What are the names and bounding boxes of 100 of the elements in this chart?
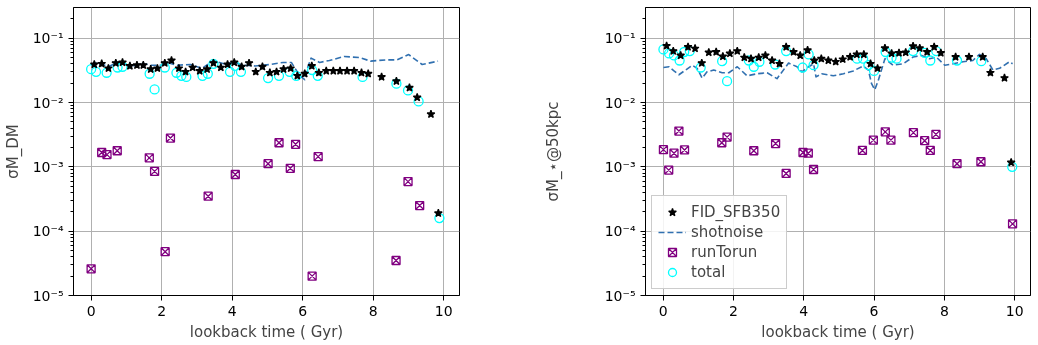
point — [798, 147, 808, 158]
point — [413, 96, 424, 107]
point — [251, 67, 261, 76]
y-tick-label: 10⁻⁵ — [604, 287, 636, 304]
point — [111, 58, 121, 67]
point — [976, 55, 987, 67]
point — [795, 50, 805, 60]
point — [808, 164, 819, 175]
point — [357, 68, 366, 77]
point — [749, 146, 759, 156]
y-tick-label: 10⁻³ — [32, 158, 64, 175]
y-axis-title: σM_DM — [3, 124, 23, 179]
point — [781, 168, 791, 179]
x-tick-label: 10 — [434, 302, 453, 319]
point — [797, 62, 808, 73]
point — [901, 47, 911, 57]
point — [662, 41, 672, 50]
point — [873, 63, 883, 73]
point — [674, 126, 684, 136]
point — [952, 159, 962, 169]
point — [149, 84, 160, 95]
point — [985, 68, 995, 77]
point — [739, 52, 749, 62]
point — [284, 66, 295, 77]
y-tick-label: 10⁻⁵ — [32, 287, 64, 304]
legend-label: total — [691, 262, 726, 282]
point — [908, 41, 918, 51]
point — [149, 166, 160, 177]
point — [838, 54, 848, 64]
point — [868, 65, 880, 77]
point — [125, 61, 135, 70]
point — [181, 67, 191, 76]
point — [868, 135, 878, 145]
point — [97, 147, 107, 158]
point — [857, 53, 869, 64]
point — [257, 62, 267, 71]
point — [803, 45, 813, 55]
point — [684, 45, 695, 57]
x-tick-label: 6 — [298, 302, 308, 319]
point — [978, 52, 988, 61]
y-tick-label: 10⁻¹ — [32, 30, 64, 47]
point — [160, 247, 170, 257]
point — [1006, 157, 1016, 167]
point — [929, 42, 939, 51]
point — [663, 48, 675, 59]
point — [230, 169, 240, 180]
point — [273, 70, 285, 81]
x-tick-label: 10 — [1005, 302, 1024, 319]
point — [272, 67, 281, 76]
point — [831, 57, 841, 66]
point — [718, 51, 728, 61]
point — [244, 58, 254, 67]
point — [717, 138, 727, 148]
x-tick-label: 0 — [86, 302, 96, 319]
x-tick-label: 6 — [869, 302, 879, 319]
point — [274, 138, 284, 148]
point — [711, 47, 721, 56]
point — [85, 64, 97, 75]
point — [732, 46, 742, 55]
point — [103, 63, 113, 73]
point — [197, 70, 208, 81]
point — [171, 67, 182, 78]
point — [159, 62, 170, 73]
point — [951, 52, 961, 61]
point — [117, 61, 128, 72]
point — [770, 138, 781, 149]
x-tick-label: 8 — [939, 302, 949, 319]
point — [816, 54, 826, 63]
point — [781, 42, 791, 51]
point — [722, 132, 732, 142]
point — [312, 70, 323, 81]
point — [144, 68, 155, 79]
point — [118, 57, 127, 67]
point — [725, 48, 735, 58]
x-tick-label: 4 — [799, 302, 809, 319]
point — [349, 66, 359, 75]
point — [907, 45, 919, 57]
point — [894, 48, 904, 57]
point — [717, 55, 728, 67]
point — [223, 59, 232, 69]
x-axis-title: lookback time ( Gyr) — [761, 322, 915, 341]
point — [770, 59, 781, 70]
point — [767, 55, 777, 65]
point — [803, 148, 813, 158]
point — [176, 70, 187, 81]
point — [112, 62, 123, 73]
point — [412, 92, 422, 102]
x-tick-label: 4 — [227, 302, 237, 319]
point — [285, 163, 295, 173]
point — [404, 83, 414, 92]
point — [102, 149, 112, 160]
point — [695, 62, 706, 73]
point — [976, 157, 986, 167]
point — [138, 60, 148, 70]
point — [112, 146, 122, 156]
point — [89, 59, 99, 69]
point — [237, 62, 247, 71]
point — [307, 61, 317, 70]
point — [415, 200, 425, 211]
point — [165, 133, 176, 143]
